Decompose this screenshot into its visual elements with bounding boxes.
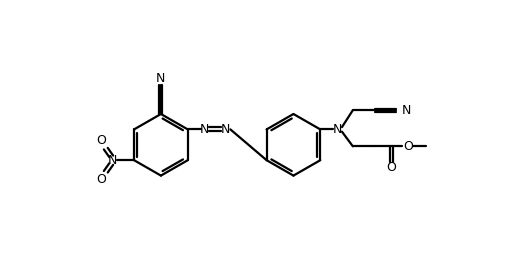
Text: N: N	[200, 123, 210, 136]
Text: N: N	[156, 72, 166, 85]
Text: N: N	[221, 123, 230, 136]
Text: N: N	[401, 104, 411, 117]
Text: O: O	[387, 161, 397, 175]
Text: N: N	[108, 154, 117, 167]
Text: N: N	[332, 123, 342, 136]
Text: O: O	[96, 134, 106, 148]
Text: O: O	[403, 140, 413, 153]
Text: O: O	[96, 173, 106, 186]
